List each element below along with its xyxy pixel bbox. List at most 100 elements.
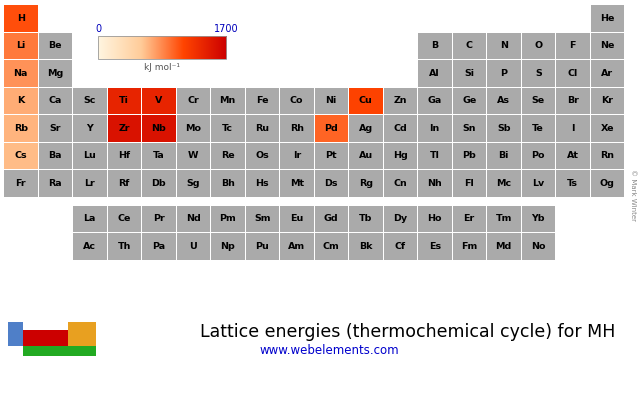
Bar — [207, 36, 209, 59]
Bar — [383, 233, 417, 260]
Bar — [177, 36, 179, 59]
Bar — [38, 60, 72, 86]
Bar — [218, 36, 219, 59]
Text: Po: Po — [531, 151, 545, 160]
Text: Cm: Cm — [323, 242, 340, 251]
Text: Ts: Ts — [567, 179, 579, 188]
Bar — [146, 36, 147, 59]
Text: Th: Th — [118, 242, 131, 251]
Bar — [154, 36, 155, 59]
Bar — [116, 36, 117, 59]
Bar — [349, 233, 383, 260]
Bar — [38, 32, 72, 59]
Bar — [206, 36, 207, 59]
Bar — [108, 142, 141, 169]
Bar — [113, 36, 114, 59]
Text: Cr: Cr — [188, 96, 199, 105]
Bar — [110, 36, 111, 59]
Text: www.webelements.com: www.webelements.com — [260, 344, 399, 358]
Text: Rf: Rf — [118, 179, 130, 188]
Bar — [187, 36, 188, 59]
Bar — [111, 36, 112, 59]
Bar — [119, 36, 120, 59]
Text: Hg: Hg — [393, 151, 408, 160]
Text: Sb: Sb — [497, 124, 511, 133]
Bar — [4, 115, 38, 142]
Bar — [111, 36, 113, 59]
Text: Cs: Cs — [15, 151, 27, 160]
Bar — [191, 36, 192, 59]
Bar — [130, 36, 131, 59]
Text: Hs: Hs — [255, 179, 269, 188]
Bar — [246, 88, 279, 114]
Bar — [141, 36, 143, 59]
Bar — [107, 36, 108, 59]
Bar — [200, 36, 202, 59]
Bar — [220, 36, 221, 59]
Bar — [152, 36, 154, 59]
Bar — [156, 36, 157, 59]
Text: Ar: Ar — [601, 69, 613, 78]
Text: Bk: Bk — [359, 242, 372, 251]
Bar — [136, 36, 137, 59]
Bar — [280, 115, 314, 142]
Bar — [177, 206, 210, 232]
Bar — [115, 36, 116, 59]
Bar — [175, 36, 177, 59]
Text: Pm: Pm — [220, 214, 236, 223]
Bar — [556, 170, 589, 196]
Bar — [175, 36, 176, 59]
Bar — [114, 36, 115, 59]
Text: kJ mol⁻¹: kJ mol⁻¹ — [144, 63, 180, 72]
Bar — [132, 36, 134, 59]
Bar — [151, 36, 152, 59]
Bar — [212, 36, 214, 59]
Bar — [224, 36, 225, 59]
Bar — [314, 206, 348, 232]
Bar — [172, 36, 173, 59]
Text: Ge: Ge — [462, 96, 476, 105]
Text: Dy: Dy — [393, 214, 407, 223]
Bar — [150, 36, 152, 59]
Bar — [185, 36, 186, 59]
Bar — [211, 36, 212, 59]
Text: Mt: Mt — [290, 179, 304, 188]
Bar — [194, 36, 195, 59]
Text: Gd: Gd — [324, 214, 339, 223]
Bar — [198, 36, 199, 59]
Text: Eu: Eu — [290, 214, 303, 223]
Bar — [207, 36, 208, 59]
Bar — [193, 36, 195, 59]
Bar — [98, 36, 226, 59]
Bar — [191, 36, 193, 59]
Bar — [103, 36, 104, 59]
Bar — [223, 36, 225, 59]
Bar — [101, 36, 102, 59]
Bar — [418, 60, 451, 86]
Text: Ba: Ba — [49, 151, 62, 160]
Bar — [158, 36, 159, 59]
Bar — [102, 36, 103, 59]
Text: Kr: Kr — [601, 96, 613, 105]
Text: Cf: Cf — [395, 242, 406, 251]
Text: Rb: Rb — [13, 124, 28, 133]
Bar — [119, 36, 120, 59]
Text: Ne: Ne — [600, 41, 614, 50]
Bar — [128, 36, 129, 59]
Bar — [152, 36, 153, 59]
Text: Br: Br — [567, 96, 579, 105]
Text: No: No — [531, 242, 545, 251]
Bar — [383, 170, 417, 196]
Bar — [177, 88, 210, 114]
Bar — [221, 36, 222, 59]
Text: Te: Te — [532, 124, 544, 133]
Bar — [522, 32, 555, 59]
Text: Pb: Pb — [462, 151, 476, 160]
Bar — [133, 36, 134, 59]
Text: Lattice energies (thermochemical cycle) for MH: Lattice energies (thermochemical cycle) … — [200, 323, 616, 341]
Bar — [189, 36, 190, 59]
Text: Cn: Cn — [394, 179, 407, 188]
Text: I: I — [571, 124, 575, 133]
Text: Pr: Pr — [153, 214, 164, 223]
Bar — [38, 88, 72, 114]
